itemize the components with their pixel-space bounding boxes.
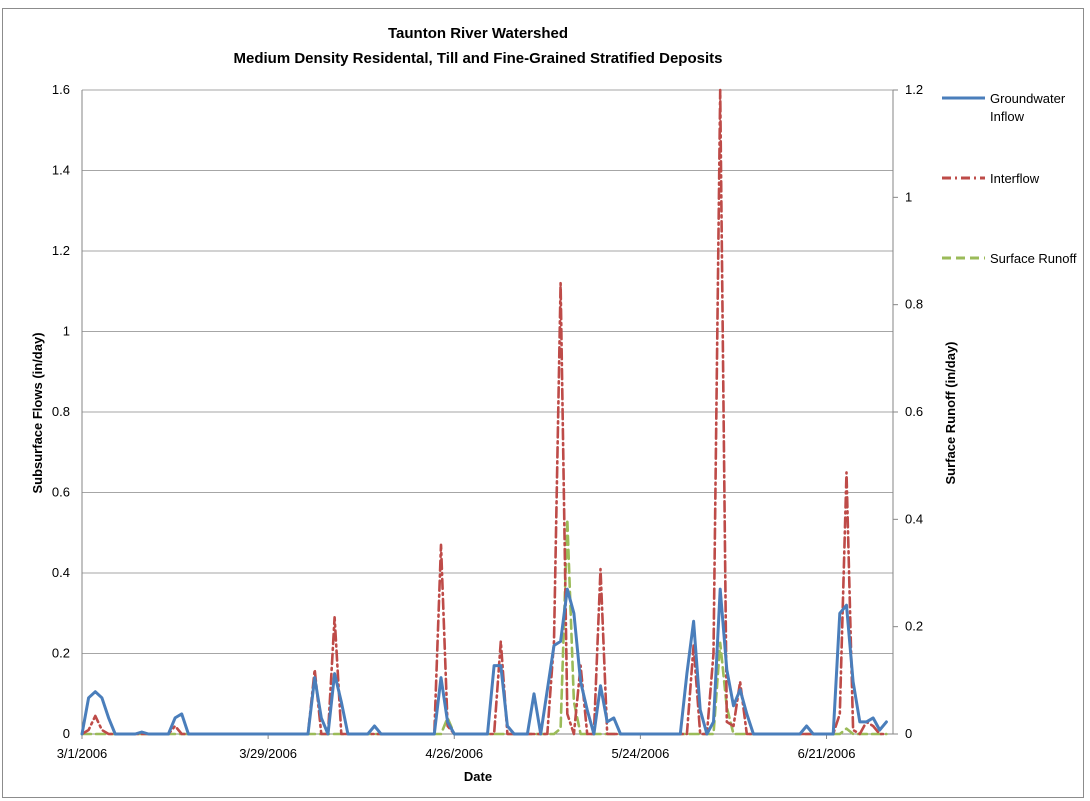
- series-lines: [80, 88, 888, 736]
- gridlines: [82, 89, 893, 735]
- y2-tick-label: 0.2: [905, 619, 923, 634]
- legend: Groundwater Inflow Interflow Surface Run…: [942, 91, 1077, 266]
- chart-frame: [2, 8, 1084, 798]
- x-tick-label: 4/26/2006: [425, 746, 483, 761]
- y2-tick-label: 0.8: [905, 297, 923, 312]
- x-axis-label: Date: [464, 769, 492, 784]
- series-line-surface-runoff: [80, 517, 888, 736]
- axes: 0 0.2 0.4 0.6 0.8 1 1.2 1.4 1.6 0 0.2 0.4 0.6 0.8 1 1.2…: [52, 82, 923, 761]
- y-tick-label: 0.6: [52, 485, 70, 500]
- y-tick-label: 0: [63, 726, 70, 741]
- y-tick-label: 0.4: [52, 565, 70, 580]
- y-tick-label: 1.2: [52, 243, 70, 258]
- legend-label-groundwater: Groundwater: [990, 91, 1066, 106]
- x-tick-label: 3/29/2006: [239, 746, 297, 761]
- legend-label-groundwater-line2: Inflow: [990, 109, 1025, 124]
- y2-axis-label: Surface Runoff (in/day): [943, 341, 958, 484]
- y-axis-label: Subsurface Flows (in/day): [30, 332, 45, 493]
- chart-subtitle: Medium Density Residental, Till and Fine…: [234, 50, 723, 67]
- y2-tick-label: 0: [905, 726, 912, 741]
- series-line-groundwater-inflow: [80, 587, 888, 736]
- y2-tick-label: 0.6: [905, 404, 923, 419]
- x-tick-label: 6/21/2006: [798, 746, 856, 761]
- x-tick-label: 3/1/2006: [57, 746, 108, 761]
- y-tick-label: 1.4: [52, 163, 70, 178]
- chart-title: Taunton River Watershed: [388, 25, 568, 42]
- y2-tick-label: 1: [905, 189, 912, 204]
- y2-tick-label: 0.4: [905, 511, 923, 526]
- x-tick-label: 5/24/2006: [611, 746, 669, 761]
- y-tick-label: 1: [63, 324, 70, 339]
- y-tick-label: 1.6: [52, 82, 70, 97]
- y2-tick-label: 1.2: [905, 82, 923, 97]
- legend-label-surface-runoff: Surface Runoff: [990, 251, 1077, 266]
- y-tick-label: 0.2: [52, 646, 70, 661]
- y-tick-label: 0.8: [52, 404, 70, 419]
- legend-label-interflow: Interflow: [990, 171, 1040, 186]
